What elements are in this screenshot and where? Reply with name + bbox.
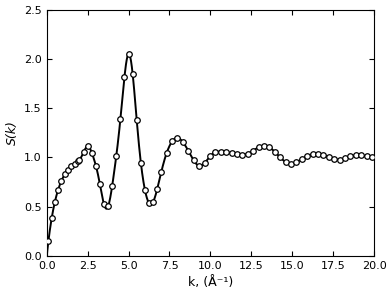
X-axis label: k, (Å⁻¹): k, (Å⁻¹) xyxy=(188,276,233,289)
Y-axis label: S(k): S(k) xyxy=(5,120,18,145)
